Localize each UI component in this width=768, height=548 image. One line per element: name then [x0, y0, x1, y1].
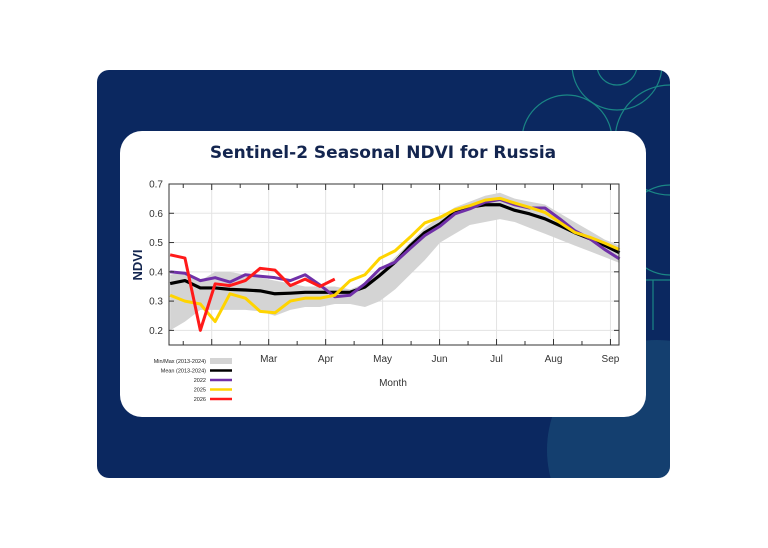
- x-tick-label: Sep: [602, 354, 620, 365]
- legend-label: 2025: [194, 388, 206, 394]
- legend-label: 2022: [194, 378, 206, 384]
- series-line-2025: [169, 196, 621, 324]
- legend-label: 2026: [194, 397, 206, 403]
- legend-label: Min/Max (2013-2024): [154, 359, 206, 365]
- legend: Min/Max (2013-2024) Mean (2013-2024) 2022 2…: [154, 358, 232, 403]
- series-line-2026: [169, 253, 336, 332]
- x-tick-label: Aug: [545, 354, 563, 365]
- legend-swatch: [210, 358, 232, 364]
- plot-frame: [168, 183, 620, 346]
- x-tick-label: Jun: [432, 354, 448, 365]
- y-tick-label: 0.2: [149, 326, 163, 337]
- x-axis-label: Month: [379, 378, 407, 389]
- y-tick-label: 0.5: [149, 238, 163, 249]
- x-tick-label: Apr: [318, 354, 334, 365]
- chart-title: Sentinel-2 Seasonal NDVI for Russia: [209, 143, 557, 163]
- y-tick-label: 0.4: [149, 267, 163, 278]
- x-tick-label: May: [373, 354, 392, 365]
- x-tick-label: Jul: [490, 354, 503, 365]
- y-tick-label: 0.7: [149, 180, 163, 191]
- y-tick-label: 0.6: [149, 209, 163, 220]
- y-tick-label: 0.3: [149, 297, 163, 308]
- x-tick-label: Mar: [260, 354, 278, 365]
- legend-label: Mean (2013-2024): [161, 369, 206, 375]
- y-axis-label: NDVI: [130, 249, 145, 280]
- series-line-2022: [169, 198, 621, 299]
